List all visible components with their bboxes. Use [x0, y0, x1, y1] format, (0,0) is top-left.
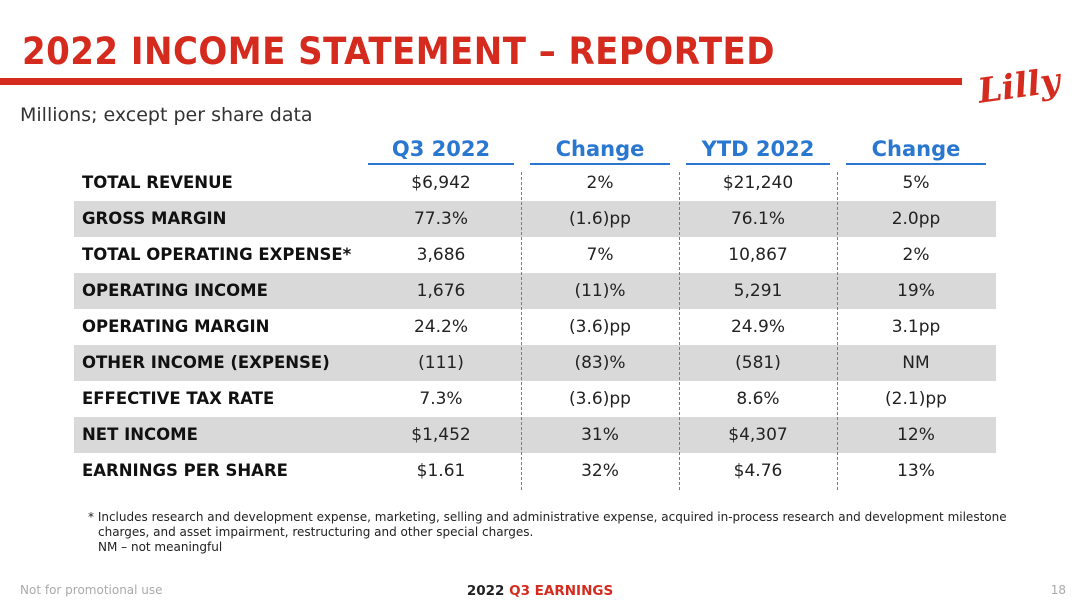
title-rule [0, 78, 962, 85]
table-row: TOTAL REVENUE $6,942 2% $21,240 5% [74, 165, 996, 201]
footnote-line-1: * Includes research and development expe… [88, 510, 1007, 524]
footer-year: 2022 [466, 583, 505, 599]
cell-q3-change: (3.6)pp [569, 389, 631, 409]
footnote-line-3: NM – not meaningful [98, 540, 223, 554]
column-divider-ytd-change [837, 172, 838, 490]
table-row: OTHER INCOME (EXPENSE) (111) (83)% (581) NM [74, 345, 996, 381]
lilly-logo: Lilly [974, 60, 1064, 112]
table-row: NET INCOME $1,452 31% $4,307 12% [74, 417, 996, 453]
cell-q3: $6,942 [411, 173, 471, 193]
cell-ytd-change: 12% [897, 425, 935, 445]
col-header-ytd-change: Change [846, 135, 986, 165]
cell-q3: 24.2% [413, 317, 468, 337]
row-label: OTHER INCOME (EXPENSE) [82, 353, 330, 372]
units-subtitle: Millions; except per share data [20, 104, 313, 126]
cell-ytd-change: NM [902, 353, 930, 373]
cell-q3-change: 31% [581, 425, 619, 445]
row-label: EARNINGS PER SHARE [82, 461, 288, 480]
row-label: OPERATING MARGIN [82, 317, 270, 336]
cell-q3: (111) [418, 353, 464, 373]
cell-ytd-change: 3.1pp [891, 317, 941, 337]
row-label: NET INCOME [82, 425, 198, 444]
cell-q3-change: (11)% [574, 281, 626, 301]
cell-ytd-change: 2% [902, 245, 930, 265]
row-label: GROSS MARGIN [82, 209, 227, 228]
cell-q3-change: (3.6)pp [569, 317, 631, 337]
table-row: GROSS MARGIN 77.3% (1.6)pp 76.1% 2.0pp [74, 201, 996, 237]
cell-ytd: (581) [735, 353, 781, 373]
row-label: EFFECTIVE TAX RATE [82, 389, 275, 408]
cell-ytd: 10,867 [728, 245, 788, 265]
page-number: 18 [1050, 583, 1066, 597]
footnote: * Includes research and development expe… [88, 510, 1007, 555]
cell-q3: 1,676 [416, 281, 466, 301]
lilly-logo-text: Lilly [974, 60, 1064, 112]
cell-ytd: 8.6% [736, 389, 780, 409]
cell-q3: 77.3% [413, 209, 468, 229]
cell-ytd-change: 5% [902, 173, 930, 193]
table-row: OPERATING MARGIN 24.2% (3.6)pp 24.9% 3.1pp [74, 309, 996, 345]
cell-q3-change: 7% [586, 245, 614, 265]
table-row: TOTAL OPERATING EXPENSE* 3,686 7% 10,867 2% [74, 237, 996, 273]
col-header-ytd: YTD 2022 [686, 135, 830, 165]
footnote-line-2: charges, and asset impairment, restructu… [98, 525, 534, 539]
column-divider-ytd [679, 172, 680, 490]
page-title: 2022 INCOME STATEMENT – REPORTED [22, 30, 775, 73]
cell-q3: 7.3% [419, 389, 463, 409]
row-label: TOTAL OPERATING EXPENSE* [82, 245, 352, 264]
cell-ytd: 24.9% [730, 317, 785, 337]
cell-q3-change: (83)% [574, 353, 626, 373]
cell-ytd-change: 19% [897, 281, 935, 301]
row-label: OPERATING INCOME [82, 281, 268, 300]
footer-title: 2022 Q3 EARNINGS [0, 583, 1080, 599]
cell-ytd: 76.1% [730, 209, 785, 229]
cell-q3-change: 2% [586, 173, 614, 193]
cell-q3: $1,452 [411, 425, 471, 445]
cell-ytd: $4,307 [728, 425, 788, 445]
cell-q3-change: 32% [581, 461, 619, 481]
cell-q3-change: (1.6)pp [569, 209, 631, 229]
row-label: TOTAL REVENUE [82, 173, 233, 192]
cell-q3: 3,686 [416, 245, 466, 265]
footer-accent: Q3 EARNINGS [509, 583, 614, 599]
table-row: EARNINGS PER SHARE $1.61 32% $4.76 13% [74, 453, 996, 489]
cell-ytd: $21,240 [722, 173, 794, 193]
column-divider-q3 [521, 172, 522, 490]
table-row: EFFECTIVE TAX RATE 7.3% (3.6)pp 8.6% (2.1)pp [74, 381, 996, 417]
col-header-q3: Q3 2022 [368, 135, 514, 165]
cell-ytd: $4.76 [733, 461, 783, 481]
col-header-q3-change: Change [530, 135, 670, 165]
cell-ytd-change: (2.1)pp [885, 389, 947, 409]
footer-disclaimer: Not for promotional use [20, 583, 163, 597]
cell-ytd-change: 2.0pp [891, 209, 941, 229]
table-row: OPERATING INCOME 1,676 (11)% 5,291 19% [74, 273, 996, 309]
cell-q3: $1.61 [416, 461, 466, 481]
cell-ytd: 5,291 [733, 281, 783, 301]
cell-ytd-change: 13% [897, 461, 935, 481]
